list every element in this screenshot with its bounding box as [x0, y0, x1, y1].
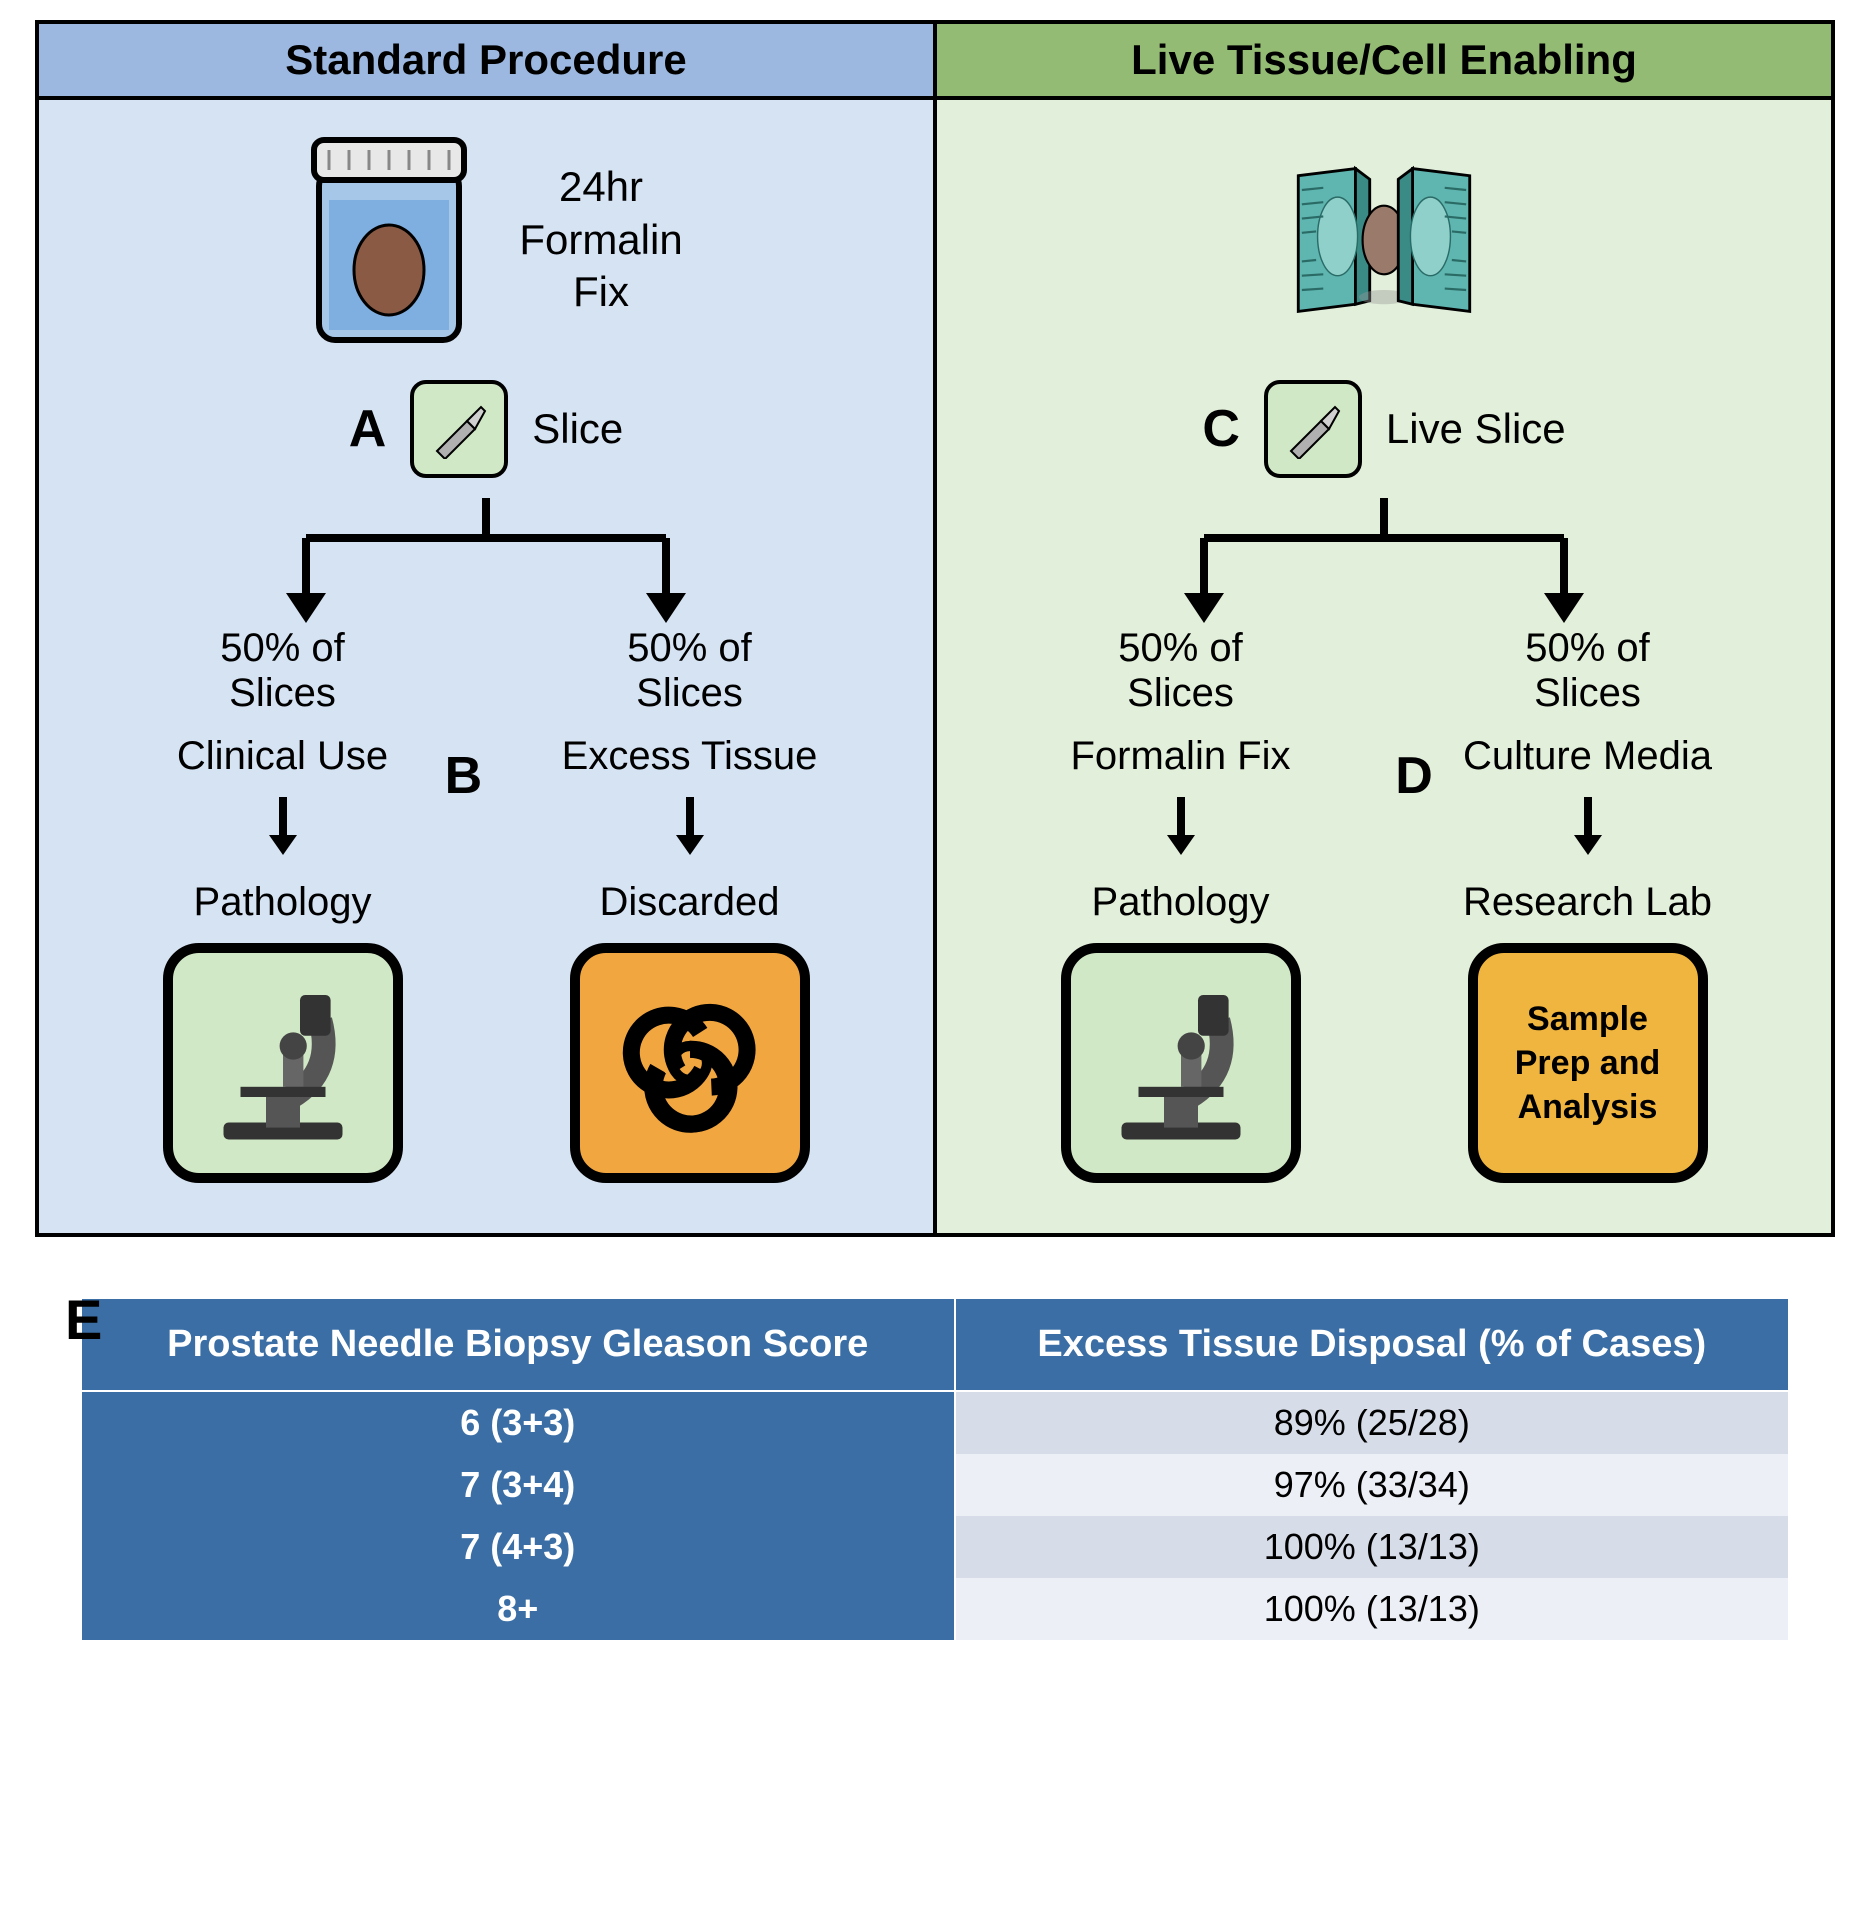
arrow-down-icon: [670, 797, 710, 857]
slice-row-right: C Live Slice: [977, 380, 1791, 478]
branch-culture: 50% of Slices Culture Media Research Lab…: [1384, 626, 1791, 1183]
table-col-1: Excess Tissue Disposal (% of Cases): [955, 1298, 1789, 1391]
split-row-right: 50% of Slices Formalin Fix Pathology: [977, 626, 1791, 1183]
arrow-down-icon: [1161, 797, 1201, 857]
end-pathology-left-label: Pathology: [79, 880, 486, 925]
tissue-mold-icon: [1284, 130, 1484, 350]
letter-e: E: [65, 1287, 102, 1352]
branch-culture-label: Culture Media: [1384, 734, 1791, 779]
table-header-row: Prostate Needle Biopsy Gleason Score Exc…: [81, 1298, 1789, 1391]
slice-label-right: Live Slice: [1386, 405, 1566, 453]
end-pathology-right-label: Pathology: [977, 880, 1384, 925]
table-col-0: Prostate Needle Biopsy Gleason Score: [81, 1298, 955, 1391]
biohazard-icon: [570, 943, 810, 1183]
gleason-table: Prostate Needle Biopsy Gleason Score Exc…: [80, 1297, 1790, 1640]
letter-a: A: [349, 399, 387, 459]
live-tissue-panel: Live Tissue/Cell Enabling: [937, 24, 1831, 1233]
letter-b: B: [445, 746, 483, 806]
formalin-label: 24hr Formalin Fix: [519, 161, 682, 319]
table-cell-data: 89% (25/28): [955, 1391, 1789, 1454]
scalpel-icon-right: [1264, 380, 1362, 478]
letter-c: C: [1202, 399, 1240, 459]
microscope-icon-right: [1061, 943, 1301, 1183]
arrow-down-icon: [1568, 797, 1608, 857]
table-row: 8+ 100% (13/13): [81, 1578, 1789, 1640]
table-cell-score: 8+: [81, 1578, 955, 1640]
table-section: E Prostate Needle Biopsy Gleason Score E…: [35, 1297, 1835, 1640]
split-row-left: 50% of Slices Clinical Use Pathology: [79, 626, 893, 1183]
branch-excess-label: Excess Tissue: [486, 734, 893, 779]
table-row: 6 (3+3) 89% (25/28): [81, 1391, 1789, 1454]
panel-title-right: Live Tissue/Cell Enabling: [937, 24, 1831, 100]
table-cell-data: 100% (13/13): [955, 1578, 1789, 1640]
branch-excess: 50% of Slices Excess Tissue Discarded: [486, 626, 893, 1183]
table-cell-score: 7 (3+4): [81, 1454, 955, 1516]
split-label-right-a: 50% of Slices: [977, 626, 1384, 716]
branch-formalin-label: Formalin Fix: [977, 734, 1384, 779]
branch-clinical-label: Clinical Use: [79, 734, 486, 779]
table-row: 7 (4+3) 100% (13/13): [81, 1516, 1789, 1578]
fork-arrows-right: [1084, 498, 1684, 628]
arrow-down-icon: [263, 797, 303, 857]
split-label-right-b: 50% of Slices: [1384, 626, 1791, 716]
formalin-jar-icon: [289, 130, 489, 350]
panel-body-left: 24hr Formalin Fix A Slice: [39, 100, 933, 1233]
table-cell-score: 7 (4+3): [81, 1516, 955, 1578]
microscope-icon-left: [163, 943, 403, 1183]
formalin-jar-row: 24hr Formalin Fix: [79, 130, 893, 350]
slice-label-left: Slice: [532, 405, 623, 453]
table-cell-data: 100% (13/13): [955, 1516, 1789, 1578]
sample-prep-text: Sample Prep and Analysis: [1515, 997, 1660, 1130]
branch-formalin: 50% of Slices Formalin Fix Pathology: [977, 626, 1384, 1183]
scalpel-icon-left: [410, 380, 508, 478]
slice-row-left: A Slice: [79, 380, 893, 478]
end-discarded-label: Discarded: [486, 880, 893, 925]
mold-row: [977, 130, 1791, 350]
sample-prep-box: Sample Prep and Analysis: [1468, 943, 1708, 1183]
figure-container: Standard Procedure: [35, 20, 1835, 1640]
letter-d: D: [1395, 746, 1433, 806]
branch-clinical: 50% of Slices Clinical Use Pathology: [79, 626, 486, 1183]
panel-body-right: C Live Slice: [937, 100, 1831, 1233]
table-row: 7 (3+4) 97% (33/34): [81, 1454, 1789, 1516]
table-cell-data: 97% (33/34): [955, 1454, 1789, 1516]
split-label-left-a: 50% of Slices: [79, 626, 486, 716]
standard-procedure-panel: Standard Procedure: [39, 24, 937, 1233]
fork-arrows-left: [186, 498, 786, 628]
panel-title-left: Standard Procedure: [39, 24, 933, 100]
table-cell-score: 6 (3+3): [81, 1391, 955, 1454]
panels-row: Standard Procedure: [35, 20, 1835, 1237]
end-research-label: Research Lab: [1384, 880, 1791, 925]
split-label-left-b: 50% of Slices: [486, 626, 893, 716]
